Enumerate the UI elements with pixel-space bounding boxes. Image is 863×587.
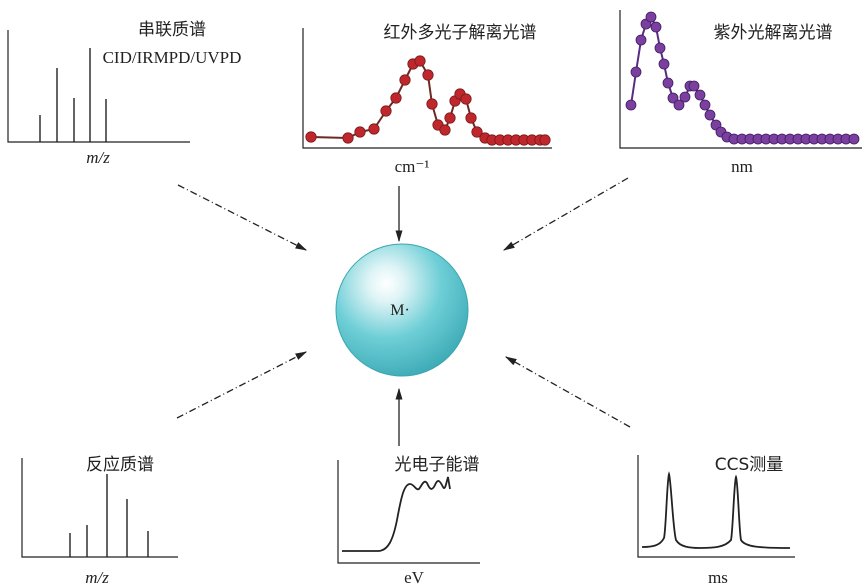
spectrum-point (848, 133, 860, 145)
spectrum-point (414, 55, 426, 67)
spectrum-point (662, 77, 674, 89)
panel-uv-spectrum: 紫外光解离光谱 nm (619, 10, 862, 176)
tandem-ms-title: 串联质谱 (138, 20, 206, 40)
arrow-from-ccs (504, 356, 631, 428)
ccs-xlabel: ms (708, 568, 728, 587)
spectrum-point (635, 34, 647, 46)
panel-tandem-ms: 串联质谱 CID/IRMPD/UVPD m/z (7, 20, 242, 167)
spectrum-point (380, 105, 392, 117)
tandem-ms-xlabel: m/z (86, 148, 110, 167)
spectrum-point (426, 98, 438, 110)
spectrum-point (699, 99, 711, 111)
spectrum-point (654, 42, 666, 54)
tandem-ms-axes (7, 30, 190, 143)
spectrum-point (658, 58, 670, 70)
spectrum-point (342, 132, 354, 144)
uv-xlabel: nm (731, 157, 753, 176)
uv-axes (619, 10, 862, 149)
spectrum-point (305, 131, 317, 143)
panel-ir-spectrum: 红外多光子解离光谱 cm⁻¹ (302, 23, 552, 176)
panel-ccs: CCS测量 ms (637, 455, 795, 587)
spectrum-point (368, 123, 380, 135)
ir-axes (302, 28, 552, 149)
spectrum-point (465, 112, 477, 124)
spectrum-point (667, 92, 679, 104)
spectrum-point (650, 21, 662, 33)
spectrum-point (390, 92, 402, 104)
molecule-label: M· (390, 302, 410, 319)
spectrum-point (399, 74, 411, 86)
ir-points (305, 55, 551, 146)
reaction-ms-axes (21, 458, 178, 558)
tandem-ms-peaks (39, 48, 107, 142)
panel-pes: 光电子能谱 eV (337, 455, 480, 587)
reaction-ms-xlabel: m/z (85, 568, 109, 587)
arrow-from-uv (502, 177, 629, 251)
spectrum-point (422, 69, 434, 81)
spectrum-point (444, 112, 456, 124)
spectrum-point (539, 134, 551, 146)
arrow-from-tandem-ms (177, 184, 308, 251)
arrow-from-reaction-ms (176, 351, 308, 419)
ccs-curve (641, 471, 791, 549)
spectrum-point (688, 80, 700, 92)
spectrum-point (354, 126, 366, 138)
ir-title: 红外多光子解离光谱 (384, 23, 537, 43)
ccs-axes (637, 455, 795, 558)
pes-xlabel: eV (404, 568, 425, 587)
uv-points (625, 11, 860, 145)
spectrum-point (679, 91, 691, 103)
spectrum-point (439, 124, 451, 136)
spectrum-point (630, 66, 642, 78)
arrows (176, 177, 631, 446)
uv-title: 紫外光解离光谱 (714, 23, 833, 43)
ccs-title: CCS测量 (715, 455, 784, 475)
reaction-ms-peaks (69, 474, 149, 557)
tandem-ms-subtitle: CID/IRMPD/UVPD (103, 48, 242, 67)
panel-reaction-ms: 反应质谱 m/z (21, 455, 178, 587)
spectrum-point (673, 99, 685, 111)
pes-curve (342, 476, 451, 552)
molecule-sphere (335, 243, 469, 377)
ir-xlabel: cm⁻¹ (395, 157, 430, 176)
spectrum-point (460, 93, 472, 105)
spectrum-point (645, 11, 657, 23)
reaction-ms-title: 反应质谱 (86, 455, 154, 475)
pes-axes (337, 460, 480, 564)
spectrum-point (625, 99, 637, 111)
spectrum-point (704, 109, 716, 121)
spectrum-point (471, 126, 483, 138)
pes-title: 光电子能谱 (395, 455, 480, 475)
spectrum-point (694, 89, 706, 101)
center-molecule: M· (335, 243, 469, 377)
